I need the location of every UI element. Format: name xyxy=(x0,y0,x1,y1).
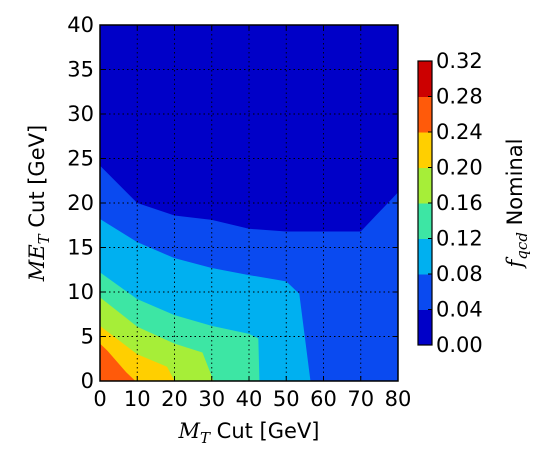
x-tick-label-5: 50 xyxy=(273,387,300,411)
colorbar-segment-7 xyxy=(418,61,432,97)
x-tick-label-6: 60 xyxy=(310,387,337,411)
y-tick-label-0: 0 xyxy=(81,369,94,393)
x-tick-label-2: 20 xyxy=(161,387,188,411)
colorbar-segment-1 xyxy=(418,274,432,310)
y-tick-label-2: 10 xyxy=(67,280,94,304)
grid-lines xyxy=(100,25,398,381)
colorbar-tick-label-5: 0.20 xyxy=(436,156,483,180)
y-tick-label-3: 15 xyxy=(67,236,94,260)
colorbar-tick-label-3: 0.12 xyxy=(436,227,483,251)
contour-band-6 xyxy=(100,343,136,381)
y-tick-label-6: 30 xyxy=(67,102,94,126)
x-tick-label-7: 70 xyxy=(347,387,374,411)
colorbar-segment-2 xyxy=(418,238,432,275)
x-tick-label-4: 40 xyxy=(236,387,263,411)
colorbar-tick-label-0: 0.00 xyxy=(436,333,483,357)
colorbar-tick-label-6: 0.24 xyxy=(436,120,483,144)
colorbar-segment-5 xyxy=(418,132,432,168)
colorbar-segment-6 xyxy=(418,96,432,133)
y-tick-label-7: 35 xyxy=(67,58,94,82)
x-tick-label-0: 0 xyxy=(93,387,106,411)
x-tick-label-3: 30 xyxy=(198,387,225,411)
x-tick-label-8: 80 xyxy=(385,387,412,411)
colorbar-tick-label-1: 0.04 xyxy=(436,298,483,322)
x-axis-label: MT Cut [GeV] xyxy=(177,419,319,447)
y-tick-label-8: 40 xyxy=(67,13,94,37)
colorbar-segment-0 xyxy=(418,309,432,346)
y-tick-label-4: 20 xyxy=(67,191,94,215)
colorbar-label: fqcd Nominal xyxy=(503,139,531,270)
colorbar-tick-label-2: 0.08 xyxy=(436,262,483,286)
x-axis-ticks: 0 10 20 30 40 50 60 70 80 xyxy=(93,25,411,411)
colorbar-tick-label-7: 0.28 xyxy=(436,85,483,109)
y-axis-label: MET Cut [GeV] xyxy=(25,125,53,282)
colorbar: 0.00 0.04 0.08 0.12 0.16 0.20 0.24 0.28 0.32 xyxy=(417,49,483,357)
colorbar-tick-label-4: 0.16 xyxy=(436,191,483,215)
colorbar-segments xyxy=(418,61,432,346)
colorbar-tick-label-8: 0.32 xyxy=(436,49,483,73)
y-tick-label-1: 5 xyxy=(81,325,94,349)
colorbar-segment-4 xyxy=(418,167,432,204)
y-axis-ticks: 0 5 10 15 20 25 30 35 40 xyxy=(67,13,398,393)
colorbar-ticks: 0.00 0.04 0.08 0.12 0.16 0.20 0.24 0.28 0.32 xyxy=(428,49,483,357)
y-tick-label-5: 25 xyxy=(67,147,94,171)
x-tick-label-1: 10 xyxy=(124,387,151,411)
colorbar-segment-3 xyxy=(418,203,432,239)
